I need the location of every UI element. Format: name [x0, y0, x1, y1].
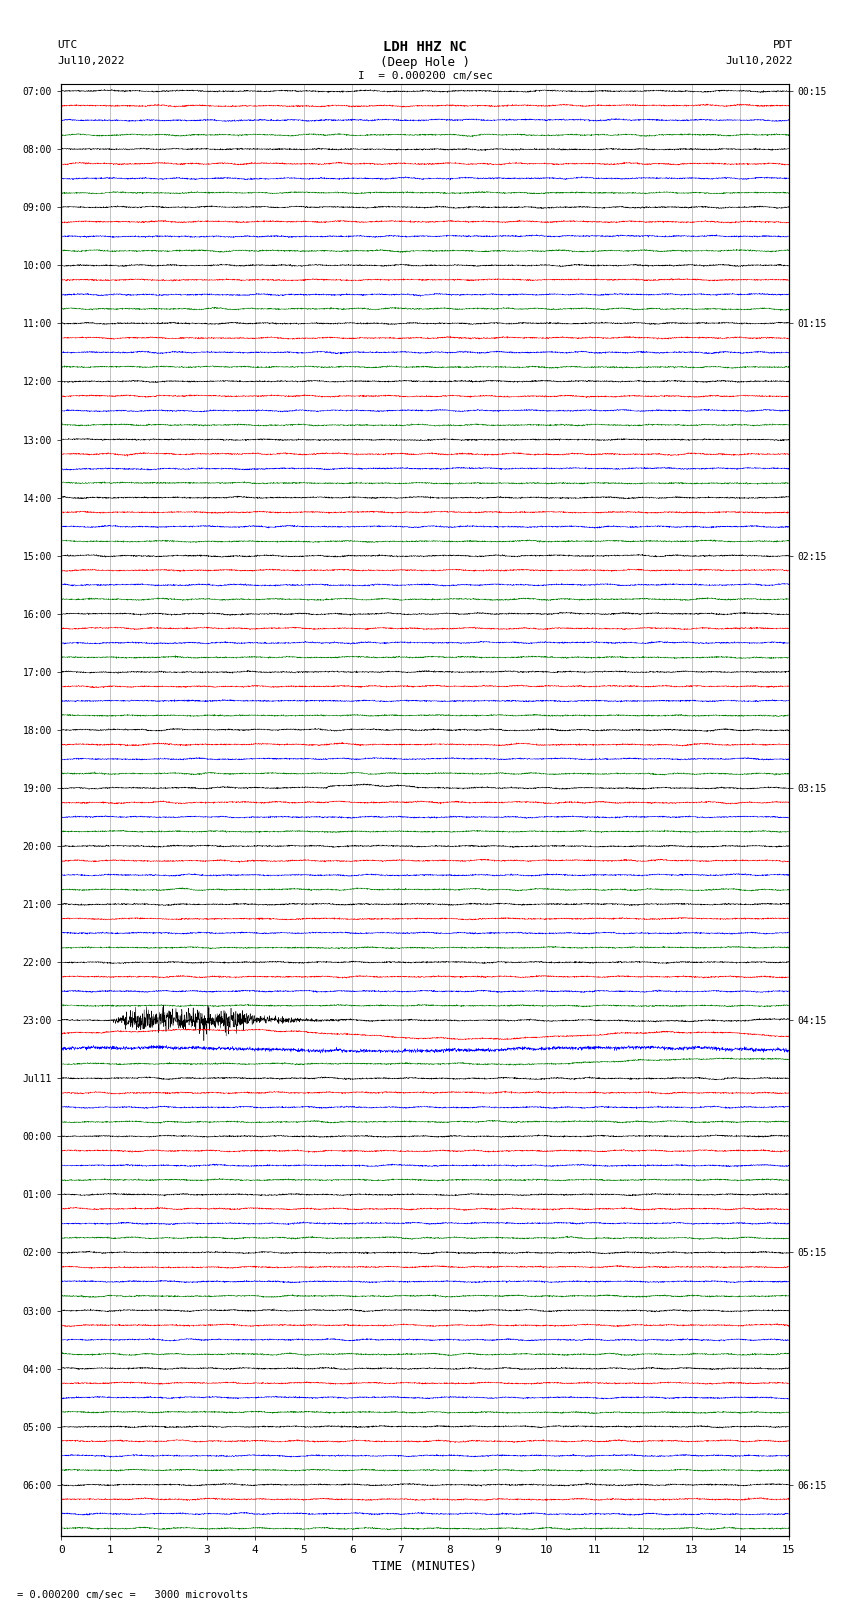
Text: LDH HHZ NC: LDH HHZ NC	[383, 40, 467, 55]
Text: Jul10,2022: Jul10,2022	[57, 56, 124, 66]
Text: I  = 0.000200 cm/sec: I = 0.000200 cm/sec	[358, 71, 492, 81]
Text: Jul10,2022: Jul10,2022	[726, 56, 793, 66]
Text: = 0.000200 cm/sec =   3000 microvolts: = 0.000200 cm/sec = 3000 microvolts	[17, 1590, 248, 1600]
X-axis label: TIME (MINUTES): TIME (MINUTES)	[372, 1560, 478, 1573]
Text: UTC: UTC	[57, 40, 77, 50]
Text: PDT: PDT	[773, 40, 793, 50]
Text: (Deep Hole ): (Deep Hole )	[380, 56, 470, 69]
